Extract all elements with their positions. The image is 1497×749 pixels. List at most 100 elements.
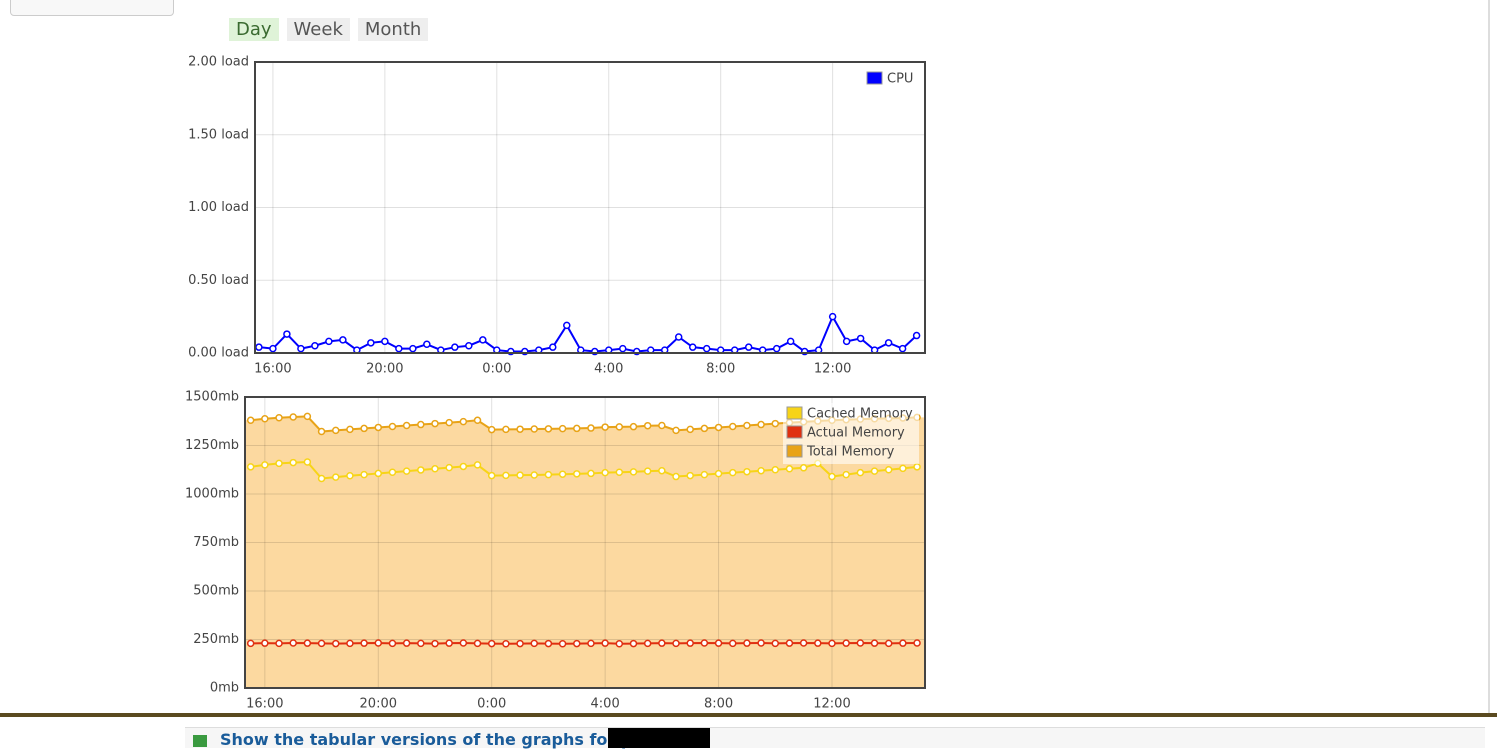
point xyxy=(374,423,383,432)
point xyxy=(714,639,723,647)
x-tick-label: 4:00 xyxy=(594,362,623,377)
point xyxy=(325,337,333,346)
point xyxy=(516,639,524,648)
point xyxy=(728,422,737,431)
point xyxy=(757,420,765,429)
point xyxy=(402,421,411,430)
point xyxy=(814,639,822,647)
point xyxy=(402,467,411,475)
point xyxy=(899,639,907,647)
point xyxy=(913,463,921,471)
legend-label: Actual Memory xyxy=(807,426,905,441)
point xyxy=(714,469,723,478)
link-text[interactable]: Show the tabular versions of the graphs … xyxy=(220,730,642,749)
point xyxy=(409,344,417,353)
point xyxy=(700,424,709,433)
point xyxy=(374,639,383,647)
point xyxy=(743,639,751,647)
point xyxy=(459,417,468,426)
point xyxy=(799,639,808,647)
plot-frame xyxy=(244,396,926,689)
point xyxy=(544,639,553,648)
point xyxy=(297,344,305,353)
point xyxy=(870,639,879,647)
tabular-toggle[interactable]: Show the tabular versions of the graphs … xyxy=(185,727,1485,749)
point xyxy=(544,470,553,479)
point xyxy=(643,639,652,648)
y-tick-label: 1500mb xyxy=(185,390,239,405)
point xyxy=(601,423,609,431)
point xyxy=(672,472,680,481)
legend-label: Cached Memory xyxy=(807,407,913,422)
point xyxy=(629,468,638,476)
point xyxy=(516,425,524,433)
point xyxy=(674,333,683,341)
point xyxy=(303,412,312,421)
point xyxy=(479,336,487,344)
legend-swatch xyxy=(866,71,883,85)
y-tick-label: 2.00 load xyxy=(188,55,249,70)
point xyxy=(700,639,709,647)
point xyxy=(615,640,624,648)
tab[interactable]: Day xyxy=(229,18,279,41)
point xyxy=(339,336,347,344)
point xyxy=(828,639,836,648)
tab[interactable]: Week xyxy=(286,18,350,41)
point xyxy=(451,343,459,351)
point xyxy=(402,639,411,647)
point xyxy=(346,425,354,434)
point xyxy=(884,466,893,474)
point xyxy=(388,639,397,648)
point xyxy=(311,341,319,350)
x-tick-label: 8:00 xyxy=(706,362,735,377)
x-tick-label: 8:00 xyxy=(704,697,733,712)
tabs: Day Week Month xyxy=(229,18,429,41)
point xyxy=(629,639,638,648)
point xyxy=(317,474,326,483)
point xyxy=(912,331,921,340)
legend-swatch xyxy=(786,406,803,420)
plot-frame xyxy=(254,61,926,354)
point xyxy=(573,424,581,433)
point xyxy=(856,639,865,647)
point xyxy=(757,639,765,647)
legend-bg xyxy=(783,403,919,464)
point xyxy=(544,425,553,433)
point xyxy=(563,321,571,330)
y-tick-label: 500mb xyxy=(193,584,239,599)
point xyxy=(331,426,340,435)
point xyxy=(573,639,581,648)
point xyxy=(431,639,439,648)
plot-bg xyxy=(255,62,925,353)
point xyxy=(728,639,737,648)
point xyxy=(487,639,496,648)
point xyxy=(898,344,907,353)
point xyxy=(618,344,627,353)
legend-swatch xyxy=(786,444,803,458)
point xyxy=(395,344,403,353)
point xyxy=(686,425,694,434)
redaction xyxy=(608,728,710,748)
point xyxy=(828,472,836,481)
point xyxy=(289,413,297,421)
point xyxy=(317,427,326,436)
point xyxy=(346,472,354,480)
x-tick-label: 16:00 xyxy=(246,697,283,712)
point xyxy=(530,425,538,433)
point xyxy=(502,640,510,648)
point xyxy=(884,339,893,347)
point xyxy=(459,462,468,471)
y-tick-label: 250mb xyxy=(193,632,239,647)
point xyxy=(246,639,255,648)
point xyxy=(643,421,652,430)
y-tick-label: 1000mb xyxy=(185,487,239,502)
point xyxy=(658,639,666,647)
point xyxy=(587,424,595,432)
legend-label: CPU xyxy=(887,72,913,87)
point xyxy=(530,471,538,479)
point xyxy=(587,639,595,648)
point xyxy=(643,467,652,475)
tab[interactable]: Month xyxy=(357,18,429,41)
point xyxy=(658,466,666,475)
